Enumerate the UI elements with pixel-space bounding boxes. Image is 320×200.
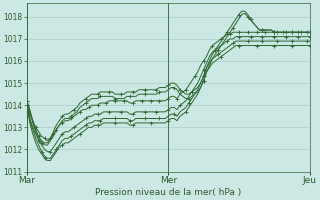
X-axis label: Pression niveau de la mer( hPa ): Pression niveau de la mer( hPa ) — [95, 188, 241, 197]
